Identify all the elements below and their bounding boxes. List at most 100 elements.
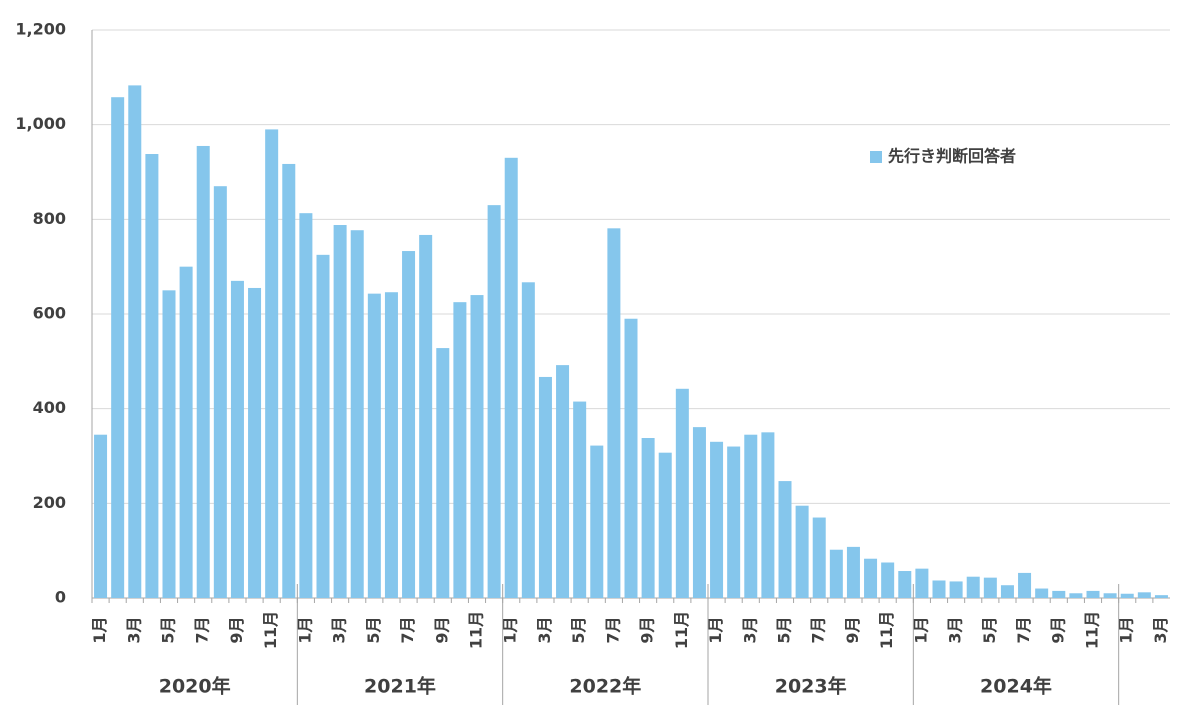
- x-tick-label: 9月: [1048, 616, 1067, 643]
- bar: [179, 266, 193, 598]
- bar: [145, 154, 159, 598]
- x-tick-label: 5月: [569, 616, 588, 643]
- x-tick-label: 1月: [1117, 616, 1136, 643]
- bar: [898, 571, 912, 598]
- x-tick-label: 5月: [775, 616, 794, 643]
- bar: [299, 213, 313, 598]
- bar: [367, 293, 381, 598]
- bar: [1103, 593, 1117, 598]
- x-tick-label: 7月: [1014, 616, 1033, 643]
- bar: [1018, 572, 1032, 598]
- x-tick-label: 1月: [90, 616, 109, 643]
- x-tick-label: 9月: [843, 616, 862, 643]
- x-tick-label: 9月: [227, 616, 246, 643]
- x-tick-label: 11月: [261, 611, 280, 649]
- bar: [556, 365, 570, 598]
- x-tick-label: 3月: [330, 616, 349, 643]
- bar: [1120, 593, 1134, 598]
- bar: [829, 549, 843, 598]
- x-tick-label: 1月: [911, 616, 930, 643]
- bar: [1069, 593, 1083, 598]
- bar: [94, 434, 108, 598]
- bar: [196, 145, 210, 598]
- x-tick-label: 3月: [1151, 616, 1170, 643]
- x-tick-label: 5月: [364, 616, 383, 643]
- legend-swatch: [870, 151, 882, 163]
- bar: [128, 85, 142, 598]
- bar: [812, 517, 826, 598]
- x-tick-label: 7月: [398, 616, 417, 643]
- bar: [727, 446, 741, 598]
- x-tick-label: 1月: [706, 616, 725, 643]
- bar: [384, 292, 398, 598]
- y-tick-label: 200: [33, 493, 66, 512]
- y-tick-label: 1,200: [15, 20, 66, 39]
- bar: [504, 157, 518, 599]
- x-tick-label: 11月: [672, 611, 691, 649]
- x-tick-label: 7月: [603, 616, 622, 643]
- x-tick-label: 5月: [159, 616, 178, 643]
- bar: [915, 568, 929, 598]
- bar: [419, 234, 433, 598]
- bar: [778, 481, 792, 598]
- bar: [402, 251, 416, 598]
- bar: [1086, 590, 1100, 598]
- bar: [453, 302, 467, 598]
- x-tick-label: 5月: [980, 616, 999, 643]
- bar: [590, 445, 604, 598]
- bar: [333, 225, 347, 598]
- bar: [248, 287, 262, 598]
- year-label: 2021年: [364, 675, 436, 698]
- x-tick-label: 3月: [740, 616, 759, 643]
- year-label: 2020年: [159, 675, 231, 698]
- bar: [1000, 585, 1014, 598]
- bar: [470, 295, 484, 598]
- y-tick-label: 0: [55, 588, 66, 607]
- bar: [436, 348, 450, 598]
- x-tick-label: 3月: [535, 616, 554, 643]
- bar: [795, 505, 809, 598]
- bar: [1137, 592, 1151, 598]
- bar: [983, 577, 997, 598]
- bar: [966, 576, 980, 598]
- bar: [1052, 590, 1066, 598]
- y-tick-label: 400: [33, 398, 66, 417]
- bar: [846, 546, 860, 598]
- bar: [675, 388, 689, 598]
- bar: [265, 129, 279, 598]
- bar: [316, 254, 330, 599]
- x-tick-label: 3月: [124, 616, 143, 643]
- bar: [350, 230, 364, 598]
- bar: [932, 580, 946, 598]
- x-tick-label: 11月: [1083, 611, 1102, 649]
- bar: [744, 434, 758, 598]
- x-tick-label: 11月: [877, 611, 896, 649]
- bar: [881, 562, 895, 598]
- bar: [573, 401, 587, 598]
- bar: [949, 581, 963, 598]
- bar: [761, 432, 775, 598]
- x-tick-label: 7月: [809, 616, 828, 643]
- year-label: 2024年: [980, 675, 1052, 698]
- bar: [607, 228, 621, 598]
- bar: [111, 97, 125, 599]
- x-tick-label: 1月: [295, 616, 314, 643]
- bar: [230, 280, 244, 598]
- bar: [487, 205, 501, 598]
- year-label: 2022年: [569, 675, 641, 698]
- bar: [624, 318, 638, 598]
- bar: [213, 186, 227, 598]
- y-tick-label: 1,000: [15, 114, 66, 133]
- bar: [641, 438, 655, 598]
- x-tick-label: 9月: [638, 616, 657, 643]
- year-label: 2023年: [775, 675, 847, 698]
- x-tick-label: 9月: [432, 616, 451, 643]
- bar: [710, 441, 724, 598]
- bar: [521, 282, 535, 598]
- bar: [692, 427, 706, 598]
- x-tick-label: 3月: [946, 616, 965, 643]
- bar: [538, 376, 552, 598]
- x-tick-label: 11月: [467, 611, 486, 649]
- bar: [162, 290, 176, 598]
